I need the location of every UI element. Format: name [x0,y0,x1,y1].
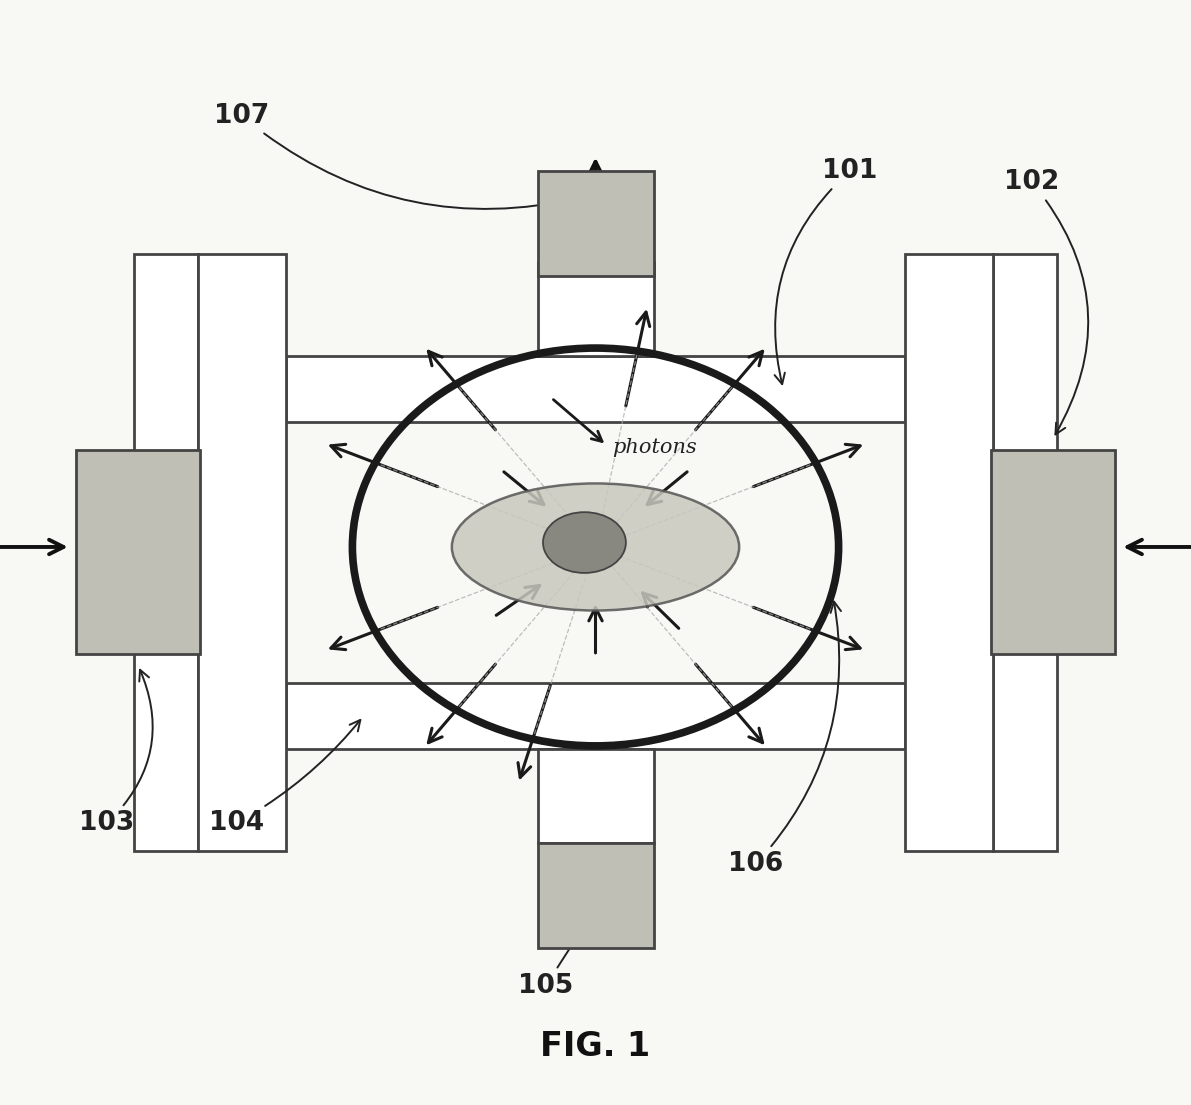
Bar [286,683,905,749]
Text: 103: 103 [80,670,152,836]
Text: 107: 107 [214,103,580,209]
Bar [538,171,654,276]
Bar [993,254,1058,851]
Bar [286,356,905,422]
Text: 105: 105 [518,913,593,999]
Bar [538,843,654,948]
Bar [198,254,286,851]
Ellipse shape [451,484,740,610]
Text: 106: 106 [728,601,841,877]
Bar [538,749,654,843]
Bar [76,450,200,654]
Bar [905,254,993,851]
Text: 104: 104 [208,719,361,836]
Text: 101: 101 [774,158,878,385]
Bar [133,254,198,851]
Bar [991,450,1115,654]
Ellipse shape [543,512,626,572]
Text: 102: 102 [1004,169,1089,434]
Bar [538,262,654,356]
Text: photons: photons [612,438,697,457]
Text: FIG. 1: FIG. 1 [541,1030,650,1063]
